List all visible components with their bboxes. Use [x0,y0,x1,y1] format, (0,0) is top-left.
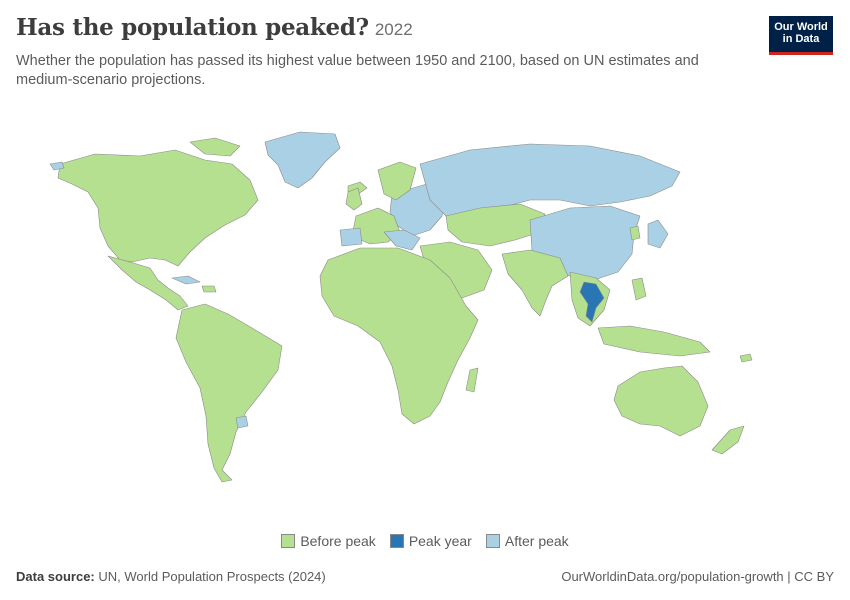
world-map[interactable] [0,120,850,520]
region-cuba[interactable] [171,275,201,285]
region-australia[interactable] [613,365,709,437]
legend-label-peak-year: Peak year [408,533,472,549]
region-korea[interactable] [629,225,641,241]
legend-swatch-before-peak [281,534,296,548]
region-scandinavia[interactable] [377,161,417,201]
chart-title-row: Has the population peaked? 2022 [16,14,413,41]
region-south-america[interactable] [175,303,283,483]
legend-swatch-peak-year [389,534,404,548]
region-indonesia[interactable] [597,325,711,357]
legend-item-after-peak[interactable]: After peak [485,533,569,549]
region-aleutian[interactable] [49,161,65,171]
region-north-america[interactable] [57,149,259,267]
region-uk[interactable] [345,187,363,211]
region-japan[interactable] [647,219,669,249]
data-source: Data source: UN, World Population Prospe… [16,569,326,584]
region-caribbean[interactable] [201,285,217,293]
region-madagascar[interactable] [465,367,479,393]
region-philippines[interactable] [631,277,647,301]
region-russia[interactable] [419,143,681,217]
region-new-zealand[interactable] [711,425,745,455]
region-greenland[interactable] [264,131,341,189]
map-legend: Before peak Peak year After peak [0,533,850,549]
data-source-text[interactable]: UN, World Population Prospects (2024) [98,569,326,584]
region-italy-balkans[interactable] [383,229,421,251]
region-central-asia[interactable] [445,203,546,247]
legend-label-before-peak: Before peak [300,533,376,549]
legend-label-after-peak: After peak [504,533,569,549]
legend-item-before-peak[interactable]: Before peak [281,533,376,549]
chart-year[interactable]: 2022 [374,20,413,39]
region-iberia[interactable] [339,227,363,247]
legend-item-peak-year[interactable]: Peak year [389,533,472,549]
owid-logo[interactable]: Our World in Data [769,16,833,55]
region-mexico-central-america[interactable] [107,255,189,311]
data-source-label: Data source: [16,569,95,584]
chart-title: Has the population peaked? [16,14,369,41]
region-pacific-islands[interactable] [739,353,753,363]
region-south-asia[interactable] [501,249,569,317]
chart-subtitle: Whether the population has passed its hi… [16,53,699,88]
logo-line-2: in Data [782,33,820,45]
logo-line-1: Our World [774,21,828,33]
region-uruguay[interactable] [235,415,249,429]
region-thailand[interactable] [579,281,605,323]
region-africa[interactable] [319,247,479,425]
legend-swatch-after-peak [485,534,500,548]
footer-url[interactable]: OurWorldinData.org/population-growth | C… [561,569,834,584]
region-arctic-islands[interactable] [189,137,241,157]
